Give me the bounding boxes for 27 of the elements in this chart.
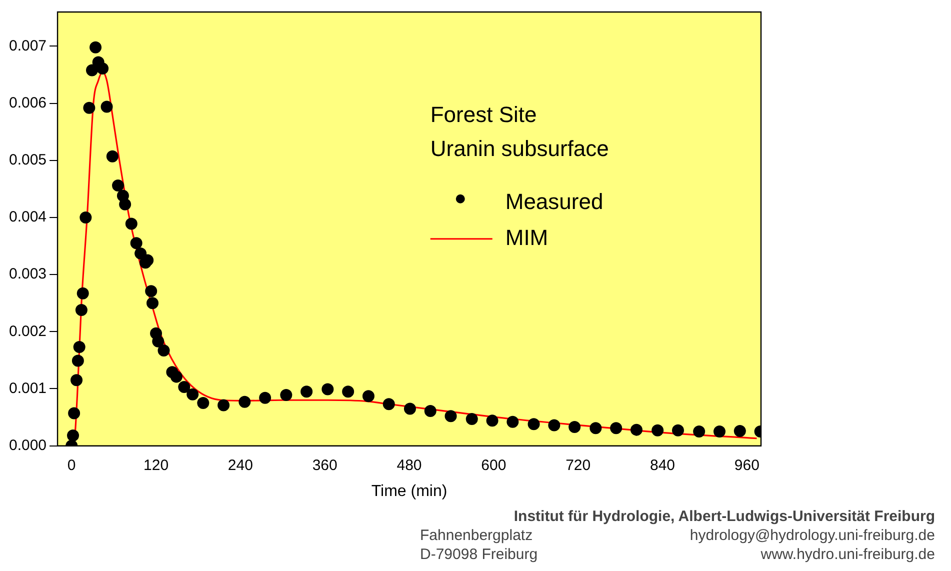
x-tick-label: 0 <box>67 456 76 474</box>
y-tick-label: 0.002 <box>8 322 47 340</box>
x-tick-label: 840 <box>650 456 676 474</box>
legend-label: Measured <box>505 188 604 214</box>
x-tick-label: 720 <box>566 456 591 474</box>
x-tick-label: 480 <box>396 456 422 474</box>
x-axis-title: Time (min) <box>371 482 448 500</box>
x-tick-label: 240 <box>228 456 253 474</box>
y-tick-label: 0.001 <box>8 380 47 397</box>
y-tick-label: 0.006 <box>8 94 47 112</box>
y-tick-label: 0.007 <box>8 37 47 54</box>
text: D-79098 Freiburg <box>420 545 539 564</box>
x-tick-label: 120 <box>144 456 169 474</box>
legend-label: MIM <box>505 224 548 250</box>
text: Fahnenbergplatz <box>420 526 534 545</box>
y-tick-label: 0.004 <box>8 208 47 226</box>
text: Institut für Hydrologie, Albert-Ludwigs-Universität Freiburg <box>512 507 935 526</box>
y-tick-label: 0.000 <box>8 436 47 454</box>
x-tick-label: 360 <box>312 456 338 474</box>
annotation: Uranin subsurface <box>430 136 609 162</box>
text: hydrology@hydrology.uni-freiburg.de <box>688 526 935 545</box>
annotation: Forest Site <box>430 102 537 128</box>
text: www.hydro.uni-freiburg.de <box>760 545 935 564</box>
y-tick-label: 0.003 <box>8 266 47 283</box>
x-tick-label: 960 <box>734 456 760 474</box>
y-tick-label: 0.005 <box>8 152 47 169</box>
x-tick-label: 600 <box>481 456 506 474</box>
